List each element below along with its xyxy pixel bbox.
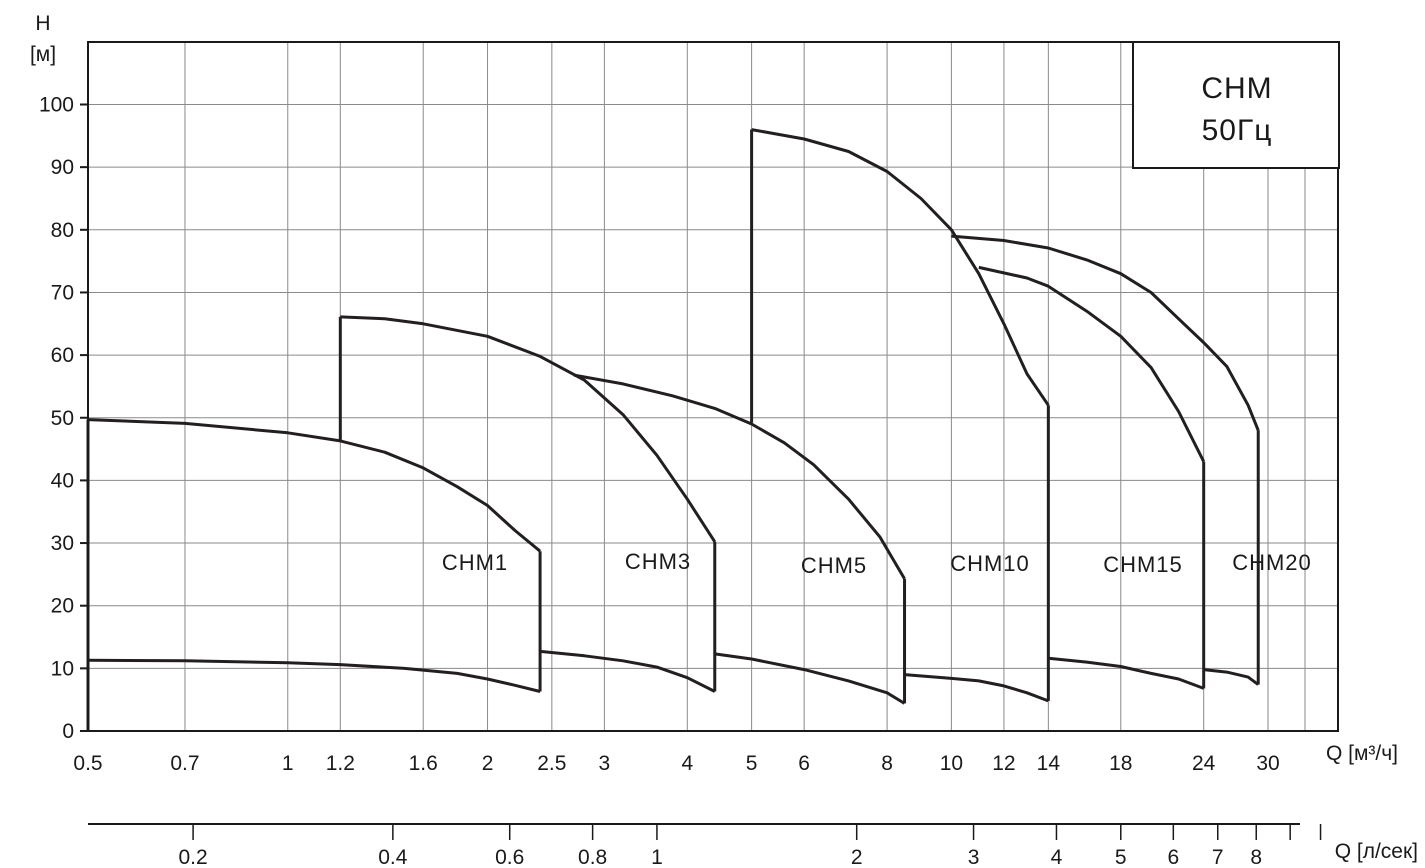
y-tick-label: 60: [51, 344, 74, 367]
curve-chm15-min: [1048, 656, 1205, 690]
legend-line-1: CHM: [1201, 72, 1272, 105]
x2-tick-label: 8: [1250, 846, 1262, 868]
x2-tick-label: 6: [1167, 846, 1179, 868]
x-tick-label: 10: [940, 752, 963, 775]
curves: [86, 128, 1260, 731]
x-tick-label: 1: [282, 752, 294, 775]
x-tick-label: 3: [599, 752, 611, 775]
y-tick-label: 100: [39, 94, 74, 117]
x-tick-label: 30: [1256, 752, 1279, 775]
series-label-chm15: CHM15: [1103, 552, 1183, 577]
y-tick-label: 30: [51, 532, 74, 555]
x-tick-label: 5: [746, 752, 758, 775]
legend-line-2: 50Гц: [1202, 114, 1273, 147]
x2-tick-label: 0.6: [495, 846, 524, 868]
curve-chm1-max: [87, 418, 542, 553]
legend-box-frame: [1132, 41, 1340, 169]
x-tick-label: 18: [1109, 752, 1132, 775]
x-tick-label: 6: [798, 752, 810, 775]
y-tick-label: 20: [51, 595, 74, 618]
x2-tick-label: 4: [1051, 846, 1063, 868]
x-tick-label: 14: [1037, 752, 1061, 775]
curve-chm10-max: [751, 128, 1050, 407]
curve-chm1-min: [87, 658, 541, 693]
x-tick-label: 1.2: [326, 752, 355, 775]
x-tick-label: 2: [482, 752, 494, 775]
x-axis-label: Q [м³/ч]: [1326, 742, 1398, 765]
x-tick-label: 24: [1192, 752, 1216, 775]
y-axis-label: H: [35, 12, 50, 35]
y-tick-label: 70: [51, 281, 74, 304]
x-tick-label: 8: [881, 752, 893, 775]
x2-tick-label: 2: [851, 846, 863, 868]
y-tick-label: 10: [51, 657, 74, 680]
curve-chm5-min: [714, 652, 906, 705]
curve-chm5-max: [573, 373, 906, 580]
x-tick-label: 0.5: [73, 752, 102, 775]
x2-axis-label: Q [л/сек]: [1335, 840, 1418, 863]
x-tick-label: 4: [681, 752, 693, 775]
x-tick-label: 1.6: [409, 752, 438, 775]
x-tick-label: 2.5: [537, 752, 566, 775]
y-axis-unit: [м]: [30, 43, 56, 66]
series-labels: CHM1 CHM3 CHM5 CHM10 CHM15 CHM20: [442, 549, 1312, 578]
x2-tick-label: 3: [968, 846, 980, 868]
curve-chm3-max: [340, 315, 717, 543]
series-label-chm3: CHM3: [625, 549, 691, 574]
series-label-chm20: CHM20: [1232, 550, 1312, 575]
x-tick-label: 12: [992, 752, 1015, 775]
x2-tick-label: 7: [1212, 846, 1224, 868]
curve-chm15-max: [978, 265, 1206, 463]
x2-tick-label: 0.8: [578, 846, 607, 868]
axes: 0 10 20 30 40 50 60 70 80 90 100 0.5 0.7 1 1.2 1.6 2 2.5 3…: [39, 41, 1339, 868]
x2-tick-label: 5: [1115, 846, 1127, 868]
curve-chm20-min: [1203, 668, 1260, 686]
x2-tick-label: 0.2: [178, 846, 207, 868]
series-label-chm10: CHM10: [950, 551, 1030, 576]
y-tick-label: 0: [62, 720, 74, 743]
curve-chm3-min: [539, 649, 716, 693]
legend-box: CHM 50Гц: [1132, 41, 1340, 169]
y-tick-label: 80: [51, 219, 74, 242]
y-tick-label: 90: [51, 156, 74, 179]
x-tick-label: 0.7: [170, 752, 199, 775]
y-tick-label: 40: [51, 469, 74, 492]
x2-tick-label: 0.4: [378, 846, 408, 868]
curve-chm10-min: [904, 673, 1049, 703]
plot-frame: [87, 41, 1339, 732]
x2-tick-label: 1: [651, 846, 663, 868]
curve-chm20-max: [951, 234, 1260, 431]
y-tick-label: 50: [51, 407, 74, 430]
series-label-chm1: CHM1: [442, 550, 508, 575]
series-label-chm5: CHM5: [801, 553, 867, 578]
